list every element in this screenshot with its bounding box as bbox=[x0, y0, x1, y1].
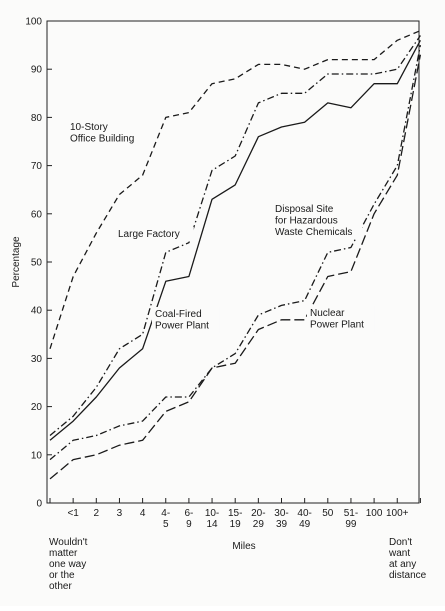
x-tick-label-line: 6- bbox=[184, 508, 193, 519]
x-tick-label: 4 bbox=[140, 508, 146, 519]
x-tick-label: 4-5 bbox=[161, 508, 170, 530]
series-label-4: Disposal Site for Hazardous Waste Chemical… bbox=[275, 204, 352, 238]
x-tick-label: 2 bbox=[94, 508, 100, 519]
x-tick-label-line: 2 bbox=[94, 508, 100, 519]
x-tick-label: 50 bbox=[322, 508, 334, 519]
x-tick-label-line: 99 bbox=[345, 519, 357, 530]
x-tick-label: 51-99 bbox=[344, 508, 358, 530]
series-line-1 bbox=[49, 30, 421, 349]
x-tick-label-line: 4- bbox=[161, 508, 170, 519]
y-tick-label: 20 bbox=[31, 402, 43, 413]
series-lines bbox=[49, 30, 422, 480]
x-tick-label-line: 4 bbox=[140, 508, 146, 519]
y-tick-label: 100 bbox=[25, 17, 42, 28]
x-tick-label-line: or the bbox=[49, 570, 75, 581]
x-tick-label-line: one way bbox=[49, 559, 86, 570]
y-tick-label: 30 bbox=[31, 354, 43, 365]
x-tick-label: <1 bbox=[67, 508, 79, 519]
y-tick-label: 70 bbox=[31, 161, 43, 172]
x-tick-label: 15-19 bbox=[228, 508, 242, 530]
x-axis-label: Miles bbox=[232, 541, 255, 552]
series-label-line: for Hazardous bbox=[275, 216, 338, 227]
x-tick-label-line: want bbox=[388, 548, 410, 559]
x-tick-label: 100+ bbox=[386, 508, 409, 519]
x-tick-label-line: 10- bbox=[205, 508, 219, 519]
series-label-line: Large Factory bbox=[118, 229, 180, 240]
series-label-1: 10-Story Office Building bbox=[70, 122, 134, 145]
series-label-line: Power Plant bbox=[310, 320, 364, 331]
y-tick-label: 60 bbox=[31, 209, 43, 220]
x-tick-label-line: <1 bbox=[67, 508, 79, 519]
x-tick-label: 40-49 bbox=[297, 508, 311, 530]
x-tick-label-line: 3 bbox=[117, 508, 123, 519]
series-label-line: 10-Story bbox=[70, 122, 108, 133]
x-tick-label-line: Don't bbox=[389, 537, 412, 548]
y-tick-label: 10 bbox=[31, 450, 43, 461]
series-line-2 bbox=[49, 35, 421, 436]
series-label-2: Large Factory bbox=[118, 229, 180, 240]
x-tick-label-line: 40- bbox=[297, 508, 311, 519]
y-tick-label: 80 bbox=[31, 113, 43, 124]
x-tick-label-line: 39 bbox=[276, 519, 288, 530]
series-label-bg bbox=[115, 227, 194, 242]
x-tick-label-line: 50 bbox=[322, 508, 334, 519]
series-label-line: Power Plant bbox=[155, 321, 209, 332]
x-tick-label-line: 49 bbox=[299, 519, 311, 530]
x-tick-label-line: 100+ bbox=[386, 508, 409, 519]
series-line-5 bbox=[49, 54, 422, 480]
y-tick-label: 90 bbox=[31, 65, 43, 76]
x-tick-label: 30-39 bbox=[274, 508, 288, 530]
x-tick-label: 6-9 bbox=[184, 508, 193, 530]
x-tick-label: Don't want at any distance bbox=[388, 537, 427, 581]
series-label-bg bbox=[307, 306, 375, 332]
y-axis: 0 10 20 30 40 50 60 70 80 90 100 bbox=[25, 17, 52, 510]
x-tick-label-line: 30- bbox=[274, 508, 288, 519]
x-tick-label-line: 100 bbox=[366, 508, 383, 519]
x-tick-label-line: 19 bbox=[230, 519, 242, 530]
y-tick-label: 50 bbox=[31, 258, 43, 269]
x-tick-label: 20-29 bbox=[251, 508, 265, 530]
x-tick-label-line: matter bbox=[49, 548, 78, 559]
x-tick-label: 3 bbox=[117, 508, 123, 519]
x-tick-label: 100 bbox=[366, 508, 383, 519]
series-label-5: Nuclear Power Plant bbox=[310, 308, 364, 331]
x-tick-label-line: other bbox=[49, 581, 72, 592]
x-tick-label: Wouldn't matter one way or the other bbox=[49, 537, 88, 592]
x-tick-label: 10-14 bbox=[205, 508, 219, 530]
x-tick-label-line: 20- bbox=[251, 508, 265, 519]
x-tick-label-line: 9 bbox=[186, 519, 192, 530]
x-tick-label-line: at any bbox=[389, 559, 416, 570]
series-label-line: Waste Chemicals bbox=[275, 227, 352, 238]
x-tick-label-line: 51- bbox=[344, 508, 358, 519]
x-tick-label-line: 14 bbox=[206, 519, 218, 530]
x-tick-label-line: 15- bbox=[228, 508, 242, 519]
series-line-4 bbox=[49, 44, 422, 461]
series-label-line: Disposal Site bbox=[275, 204, 334, 215]
y-tick-label: 40 bbox=[31, 306, 43, 317]
y-tick-label: 0 bbox=[36, 499, 42, 510]
series-line-3 bbox=[49, 39, 421, 441]
series-label-line: Office Building bbox=[70, 134, 134, 145]
series-label-bg bbox=[272, 202, 362, 240]
y-axis-label: Percentage bbox=[11, 236, 22, 288]
series-labels: 10-Story Office Building Large Factory Coal… bbox=[70, 122, 375, 333]
plot-frame bbox=[46, 20, 420, 504]
series-label-line: Nuclear bbox=[310, 308, 345, 319]
series-label-bg bbox=[152, 307, 220, 333]
x-tick-label-line: distance bbox=[389, 570, 427, 581]
x-tick-label-line: 5 bbox=[163, 519, 169, 530]
series-label-3: Coal-Fired Power Plant bbox=[155, 309, 209, 332]
x-tick-label-line: Wouldn't bbox=[49, 537, 88, 548]
x-axis: Wouldn't matter one way or the other<1 2 3 4 4-5… bbox=[49, 498, 427, 592]
series-label-line: Coal-Fired bbox=[155, 309, 202, 320]
x-tick-label-line: 29 bbox=[253, 519, 265, 530]
